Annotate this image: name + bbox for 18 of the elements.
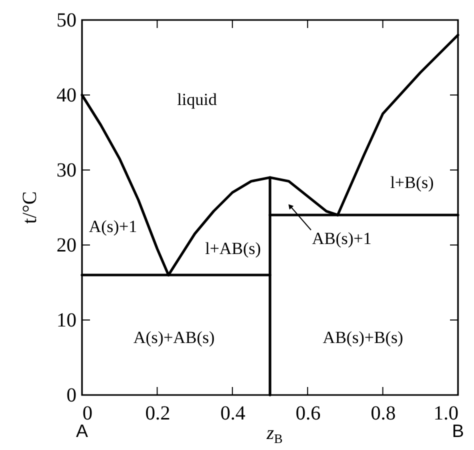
y-tick-label: 50 bbox=[56, 10, 76, 32]
y-tick-label: 30 bbox=[56, 160, 76, 182]
y-tick-label: 10 bbox=[56, 310, 76, 332]
x-tick-label: 0.8 bbox=[370, 402, 396, 424]
x-tick-label: 0.2 bbox=[145, 402, 170, 424]
annotation: AB(s)+1 bbox=[312, 229, 372, 248]
y-tick-label: 40 bbox=[56, 84, 76, 106]
y-axis-title: t/°C bbox=[19, 191, 41, 224]
annotation: l+B(s) bbox=[390, 173, 434, 192]
y-tick-label: 0 bbox=[66, 384, 76, 406]
x-tick-label: 0.6 bbox=[296, 402, 321, 424]
annotation: l+AB(s) bbox=[205, 239, 261, 258]
annotation: liquid bbox=[177, 90, 218, 109]
annotation: A(s)+AB(s) bbox=[133, 328, 215, 347]
annotation: AB(s)+B(s) bbox=[322, 328, 404, 347]
annotation: A(s)+1 bbox=[88, 217, 138, 236]
x-tick-label: 0.4 bbox=[220, 402, 246, 424]
y-tick-label: 20 bbox=[56, 234, 76, 256]
